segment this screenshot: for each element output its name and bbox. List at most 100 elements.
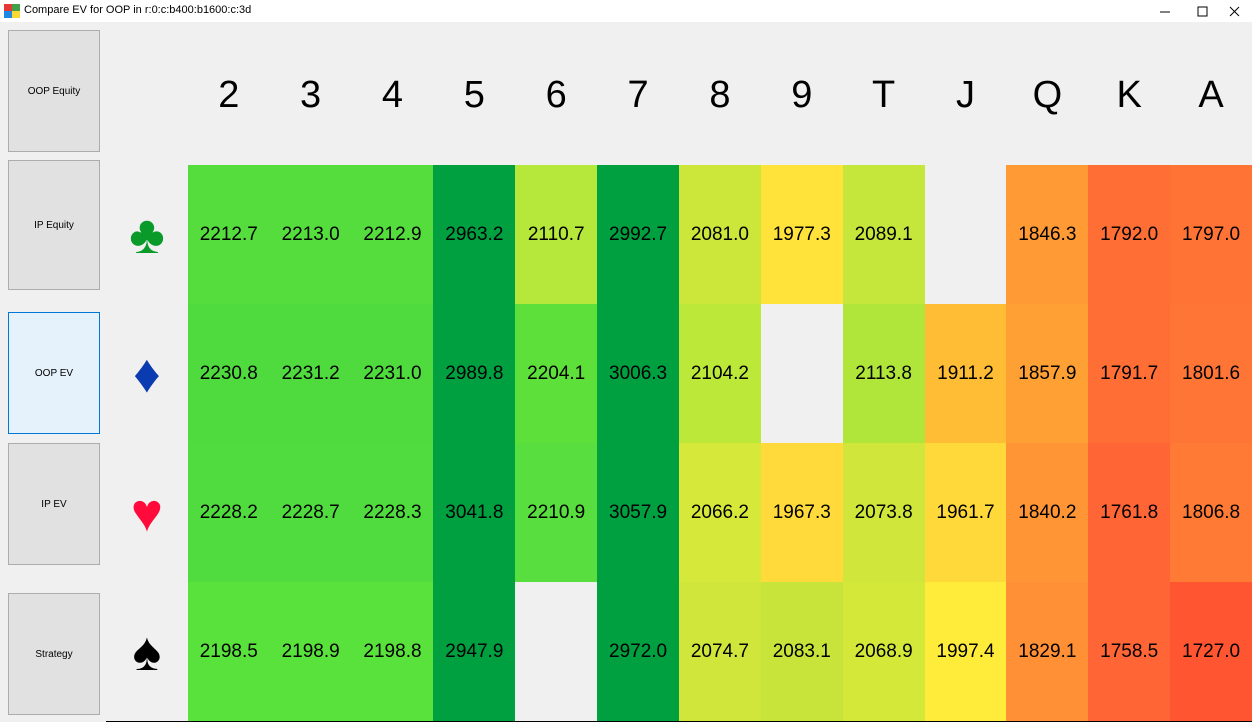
ev-cell: 2074.7 — [679, 582, 762, 722]
sidebar-button[interactable]: OOP Equity — [8, 30, 100, 152]
ev-cell: 2068.9 — [842, 582, 926, 722]
ev-cell: 1977.3 — [760, 165, 844, 305]
ev-cell: 2213.0 — [269, 165, 353, 305]
ev-value: 3041.8 — [445, 501, 504, 523]
rank-label: J — [955, 74, 975, 116]
sidebar-button[interactable]: IP EV — [8, 443, 100, 565]
ev-cell: 1911.2 — [924, 304, 1008, 444]
ev-value: 2228.7 — [281, 501, 340, 523]
ev-cell: 2231.0 — [351, 304, 435, 444]
ev-cell: 2104.2 — [679, 304, 762, 444]
ev-cell: 2228.3 — [351, 443, 435, 583]
sidebar-button[interactable]: IP Equity — [8, 160, 100, 290]
ev-cell: 1791.7 — [1088, 304, 1172, 444]
ev-value: 2963.2 — [445, 223, 504, 245]
ev-cell: 1961.7 — [924, 443, 1008, 583]
ev-value: 1801.6 — [1182, 362, 1241, 384]
app-icon — [4, 4, 20, 18]
ev-cell: 2083.1 — [760, 582, 844, 722]
ev-value: 2204.1 — [527, 362, 586, 384]
ev-cell: 2230.8 — [187, 304, 271, 444]
suit-icon: ♥ — [130, 482, 163, 543]
corner-cell — [106, 26, 189, 166]
ev-cell: 2073.8 — [842, 443, 926, 583]
rank-label: K — [1116, 74, 1142, 116]
ev-value: 2231.2 — [281, 362, 340, 384]
rank-label: 9 — [791, 74, 813, 116]
column-header: T — [842, 26, 926, 166]
ev-cell: 1967.3 — [760, 443, 844, 583]
column-header: A — [1170, 26, 1252, 166]
ev-cell: 2081.0 — [679, 165, 762, 305]
suit-cell: ♠ — [106, 582, 189, 722]
ev-value: 1846.3 — [1018, 223, 1077, 245]
column-header: 9 — [760, 26, 844, 166]
suit-cell: ♦ — [106, 304, 189, 444]
ev-value: 2230.8 — [199, 362, 258, 384]
ev-value: 1792.0 — [1100, 223, 1159, 245]
ev-cell: 2212.9 — [351, 165, 435, 305]
sidebar-button[interactable]: OOP EV — [8, 312, 100, 434]
ev-value: 2210.9 — [527, 501, 586, 523]
ev-value: 2113.8 — [855, 362, 912, 384]
ev-value: 2989.8 — [445, 362, 504, 384]
ev-cell: 2110.7 — [515, 165, 599, 305]
ev-value: 1761.8 — [1100, 501, 1159, 523]
ev-value: 3057.9 — [609, 501, 668, 523]
ev-value: 1967.3 — [772, 501, 831, 523]
empty-cell — [760, 304, 844, 444]
ev-value: 1806.8 — [1182, 501, 1241, 523]
ev-value: 2228.3 — [363, 501, 422, 523]
ev-value: 3006.3 — [609, 362, 668, 384]
ev-value: 1961.7 — [936, 501, 995, 523]
rank-label: 4 — [381, 74, 404, 116]
ev-value: 1840.2 — [1018, 501, 1077, 523]
suit-icon: ♣ — [129, 204, 165, 265]
suit-cell: ♥ — [106, 443, 189, 583]
column-header: 6 — [515, 26, 599, 166]
ev-value: 2198.9 — [281, 640, 340, 662]
ev-value: 2066.2 — [690, 501, 749, 523]
ev-value: 2212.9 — [363, 223, 422, 245]
ev-cell: 1806.8 — [1170, 443, 1252, 583]
title-bar: Compare EV for OOP in r:0:c:b400:b1600:c… — [0, 0, 1252, 22]
ev-cell: 2228.2 — [187, 443, 271, 583]
rank-label: Q — [1032, 74, 1063, 116]
ev-value: 1791.7 — [1100, 362, 1159, 384]
sidebar-button[interactable]: Strategy — [8, 593, 100, 715]
ev-value: 2231.0 — [363, 362, 422, 384]
ev-cell: 2089.1 — [842, 165, 926, 305]
ev-cell: 2204.1 — [515, 304, 599, 444]
ev-cell: 1797.0 — [1170, 165, 1252, 305]
window-controls[interactable] — [1150, 0, 1252, 22]
ev-value: 2073.8 — [854, 501, 913, 523]
ev-cell: 2212.7 — [187, 165, 271, 305]
ev-value: 2110.7 — [527, 223, 585, 245]
ev-value: 1977.3 — [772, 223, 831, 245]
column-header: J — [924, 26, 1008, 166]
ev-value: 2068.9 — [854, 640, 913, 662]
column-header: 3 — [269, 26, 353, 166]
rank-label: T — [872, 74, 896, 116]
ev-cell: 2198.9 — [269, 582, 353, 722]
ev-value: 2972.0 — [609, 640, 668, 662]
ev-cell: 3006.3 — [597, 304, 680, 444]
ev-cell: 2198.5 — [187, 582, 271, 722]
ev-cell: 1846.3 — [1006, 165, 1090, 305]
ev-value: 2083.1 — [772, 640, 831, 662]
ev-value: 2228.2 — [199, 501, 258, 523]
ev-value: 1911.2 — [937, 362, 994, 384]
ev-value: 1758.5 — [1100, 640, 1159, 662]
column-header: 4 — [351, 26, 435, 166]
rank-label: 5 — [463, 74, 485, 116]
suit-cell: ♣ — [106, 165, 189, 305]
ev-cell: 1801.6 — [1170, 304, 1252, 444]
ev-value: 2212.7 — [199, 223, 258, 245]
ev-cell: 2198.8 — [351, 582, 435, 722]
ev-value: 1727.0 — [1182, 640, 1241, 662]
ev-value: 2104.2 — [690, 362, 749, 384]
column-header: 5 — [433, 26, 517, 166]
ev-cell: 1758.5 — [1088, 582, 1172, 722]
suit-icon: ♦ — [133, 343, 161, 404]
